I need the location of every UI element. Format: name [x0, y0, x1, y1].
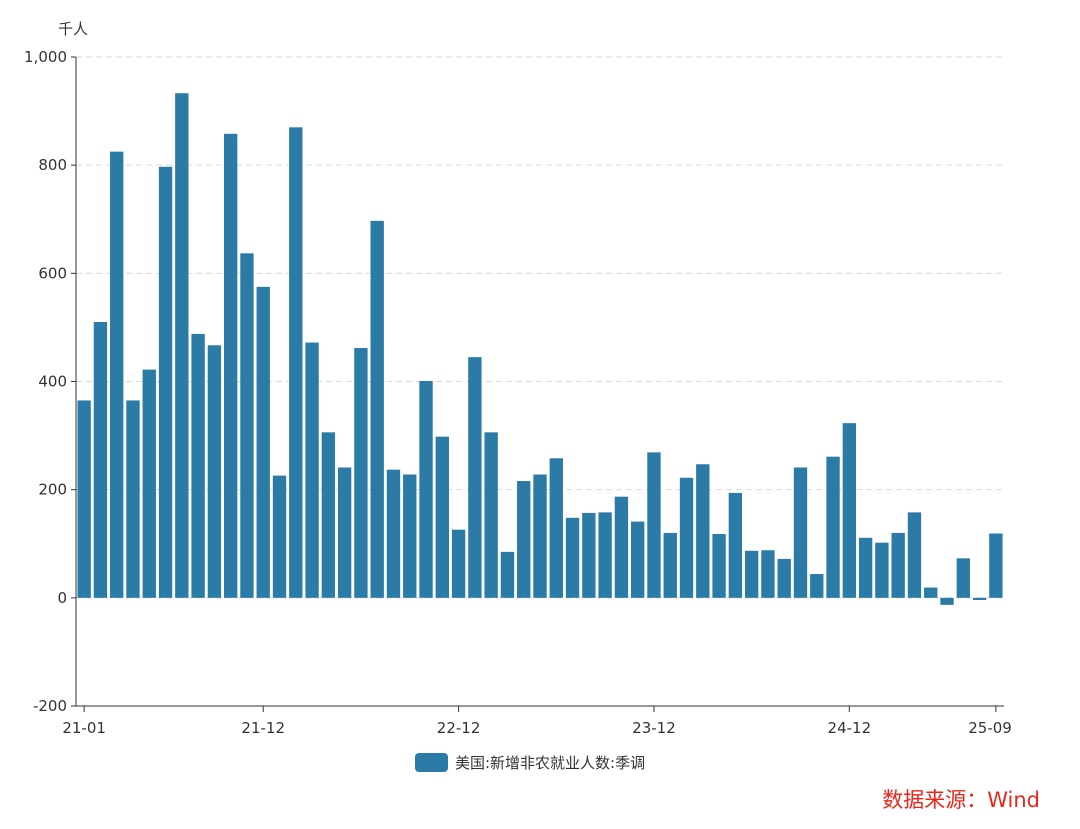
- bar: [663, 532, 677, 598]
- bar: [761, 550, 775, 598]
- bar: [93, 322, 108, 598]
- bar: [240, 253, 254, 598]
- bar: [321, 432, 336, 598]
- bar: [875, 542, 889, 598]
- bar: [77, 400, 91, 598]
- bar: [907, 512, 922, 598]
- x-ticks-group: 21-01 21-12 22-12 23-12 24-12 25-09: [62, 706, 1012, 737]
- bar: [256, 286, 270, 598]
- bar: [940, 597, 954, 605]
- bar: [272, 475, 287, 598]
- bar: [989, 533, 1003, 598]
- y-tick-label: 1,000: [24, 48, 67, 66]
- bar: [647, 452, 661, 598]
- bar: [956, 558, 970, 598]
- y-tick-label: 0: [57, 589, 67, 607]
- bar: [289, 127, 303, 598]
- bar: [582, 512, 596, 598]
- bar: [793, 467, 808, 598]
- y-unit-label: 千人: [58, 20, 88, 38]
- bars-group: [77, 93, 1003, 605]
- bar: [517, 481, 531, 598]
- bar: [631, 521, 645, 598]
- bar: [468, 357, 482, 598]
- bar: [972, 597, 987, 600]
- bar: [223, 133, 238, 598]
- bar: [728, 492, 743, 598]
- bar: [403, 474, 417, 598]
- bar: [533, 474, 547, 598]
- bar: [126, 400, 140, 598]
- bar: [484, 432, 498, 598]
- bar: [500, 551, 515, 598]
- x-tick-label: 22-12: [437, 719, 481, 737]
- legend-label: 美国:新增非农就业人数:季调: [455, 754, 645, 772]
- bar: [158, 166, 173, 598]
- bar: [142, 369, 156, 598]
- bar: [175, 93, 189, 598]
- source-label: 数据来源：Wind: [882, 788, 1040, 812]
- bar: [842, 423, 857, 598]
- bar: [549, 458, 563, 598]
- x-tick-label: 21-12: [241, 719, 285, 737]
- bar: [370, 220, 384, 598]
- bar: [858, 537, 873, 598]
- bar: [744, 550, 759, 598]
- x-tick-label: 25-09: [968, 719, 1012, 737]
- bar: [712, 534, 726, 598]
- bar: [386, 469, 401, 598]
- bar: [419, 380, 433, 598]
- bar: [810, 574, 824, 598]
- x-tick-label: 23-12: [632, 719, 676, 737]
- bar: [337, 467, 352, 598]
- bar: [598, 512, 612, 598]
- bar: [207, 345, 222, 598]
- y-tick-label: 600: [38, 264, 67, 282]
- x-tick-label: 24-12: [828, 719, 872, 737]
- bar: [614, 496, 629, 598]
- bar: [110, 151, 124, 598]
- legend: 美国:新增非农就业人数:季调: [415, 753, 645, 772]
- bar: [924, 587, 938, 598]
- bar: [777, 558, 791, 598]
- bar: [435, 436, 449, 598]
- y-tick-label: 400: [38, 373, 67, 391]
- y-tick-label: 200: [38, 481, 67, 499]
- y-ticks-group: -200 0 200 400 600 800 1,000: [24, 48, 76, 715]
- x-tick-label: 21-01: [62, 719, 106, 737]
- y-tick-label: -200: [33, 697, 67, 715]
- bar: [354, 347, 368, 598]
- bar: [305, 342, 319, 598]
- bar: [679, 477, 694, 598]
- legend-swatch: [415, 753, 448, 772]
- bar: [891, 532, 905, 598]
- bar: [191, 333, 205, 598]
- y-tick-label: 800: [38, 156, 67, 174]
- bar: [451, 529, 466, 598]
- bar: [826, 456, 840, 598]
- bar: [565, 517, 580, 598]
- bar: [696, 464, 710, 598]
